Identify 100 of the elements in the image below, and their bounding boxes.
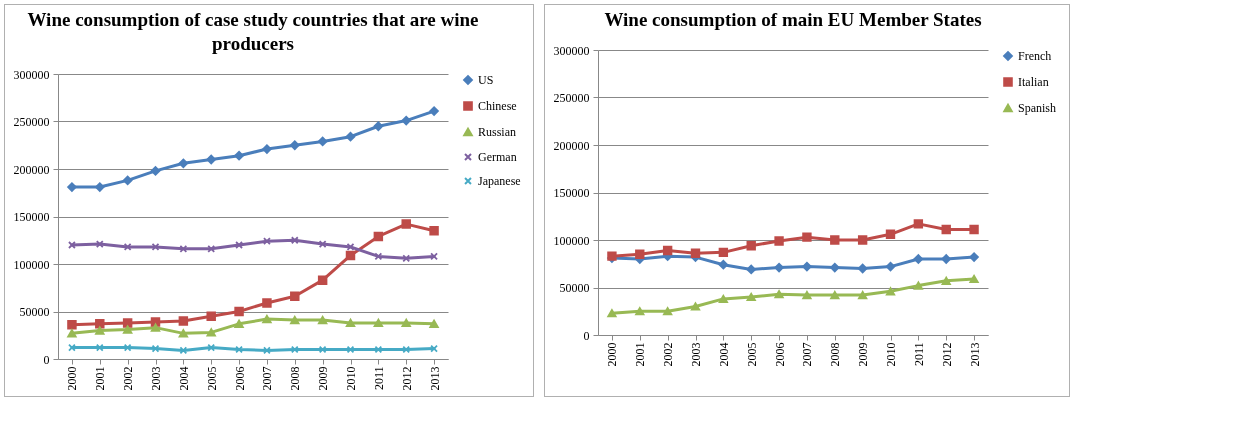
- x-tick-label: 2001: [633, 342, 648, 367]
- point: [913, 281, 923, 290]
- legend-label: Spanish: [1018, 101, 1057, 115]
- x-tick-label: 2009: [316, 366, 331, 391]
- x-tick-label: 2002: [121, 366, 136, 391]
- point: [662, 245, 673, 256]
- y-tick-label: 250000: [13, 115, 50, 129]
- point: [941, 224, 951, 235]
- point: [885, 229, 896, 239]
- x-tick-label: 2011: [911, 342, 926, 367]
- point: [401, 115, 411, 126]
- point: [885, 261, 896, 272]
- x-tick-label: 2004: [716, 342, 731, 367]
- chart-title: Wine consumption of case study countries that are wine producers: [27, 9, 479, 54]
- y-tick-label: 200000: [553, 138, 590, 153]
- point: [234, 150, 244, 161]
- point: [746, 292, 756, 302]
- point: [345, 131, 356, 142]
- point: [429, 106, 439, 116]
- point: [235, 241, 243, 249]
- point: [206, 311, 216, 321]
- x-tick-label: 2008: [288, 366, 303, 391]
- point: [317, 136, 328, 147]
- point: [663, 307, 673, 316]
- point: [207, 343, 216, 352]
- point: [290, 315, 300, 325]
- point: [122, 175, 133, 186]
- point: [830, 262, 840, 273]
- point: [401, 219, 411, 229]
- point: [373, 121, 384, 132]
- point: [95, 240, 104, 248]
- point: [913, 254, 924, 264]
- x-tick-label: 2013: [967, 342, 982, 367]
- point: [95, 343, 104, 352]
- point: [969, 224, 979, 235]
- x-tick-label: 2005: [204, 366, 219, 391]
- point: [95, 182, 105, 192]
- point: [635, 249, 645, 259]
- x-tick-label: 2003: [689, 342, 703, 367]
- x-tick-label: 2002: [661, 342, 676, 367]
- point: [746, 264, 756, 275]
- x-tick-label: 2010: [884, 342, 898, 367]
- point: [95, 326, 105, 335]
- point: [67, 329, 77, 338]
- point: [969, 252, 979, 262]
- legend-label: Chinese: [478, 99, 517, 113]
- x-tick-label: 2006: [772, 342, 787, 367]
- point: [802, 290, 812, 300]
- point: [857, 235, 868, 245]
- point: [262, 314, 272, 324]
- y-tick-label: 150000: [13, 210, 50, 224]
- x-tick-label: 2000: [605, 342, 620, 367]
- y-tick-label: 50000: [19, 305, 50, 319]
- y-tick-label: 250000: [553, 91, 590, 105]
- point: [857, 263, 868, 274]
- point: [262, 298, 272, 308]
- point: [690, 302, 701, 311]
- point: [122, 318, 133, 328]
- point: [635, 307, 645, 316]
- x-tick-label: 2006: [232, 366, 247, 391]
- x-tick-label: 2008: [828, 342, 843, 367]
- y-tick-label: 0: [43, 352, 50, 367]
- legend-label: Italian: [1018, 75, 1049, 89]
- point: [290, 291, 300, 302]
- x-tick-label: 2007: [260, 366, 275, 391]
- point: [150, 166, 161, 176]
- point: [718, 247, 729, 258]
- point: [262, 144, 272, 154]
- x-tick-label: 2012: [399, 366, 414, 391]
- x-tick-label: 2005: [744, 342, 759, 367]
- y-tick-label: 100000: [13, 257, 50, 272]
- point: [317, 275, 328, 285]
- point: [401, 318, 411, 328]
- legend-label: Russian: [478, 125, 517, 139]
- y-tick-label: 300000: [553, 43, 590, 58]
- point: [123, 343, 132, 352]
- point: [179, 346, 188, 355]
- point: [290, 140, 300, 151]
- point: [206, 328, 216, 337]
- point: [830, 235, 840, 245]
- point: [718, 259, 729, 270]
- x-tick-label: 2007: [800, 342, 815, 367]
- point: [429, 319, 439, 329]
- point: [178, 316, 189, 326]
- point: [373, 318, 384, 328]
- point: [68, 241, 76, 249]
- point: [969, 274, 979, 284]
- legend-label: German: [478, 150, 517, 164]
- point: [885, 287, 896, 296]
- point: [746, 241, 756, 251]
- x-tick-label: 2001: [93, 366, 108, 391]
- point: [346, 345, 355, 354]
- point: [941, 276, 951, 285]
- point: [345, 318, 356, 328]
- point: [318, 345, 327, 354]
- point: [374, 252, 383, 261]
- point: [718, 294, 728, 304]
- x-tick-label: 2011: [371, 366, 386, 391]
- y-tick-label: 200000: [13, 162, 50, 177]
- point: [151, 344, 160, 353]
